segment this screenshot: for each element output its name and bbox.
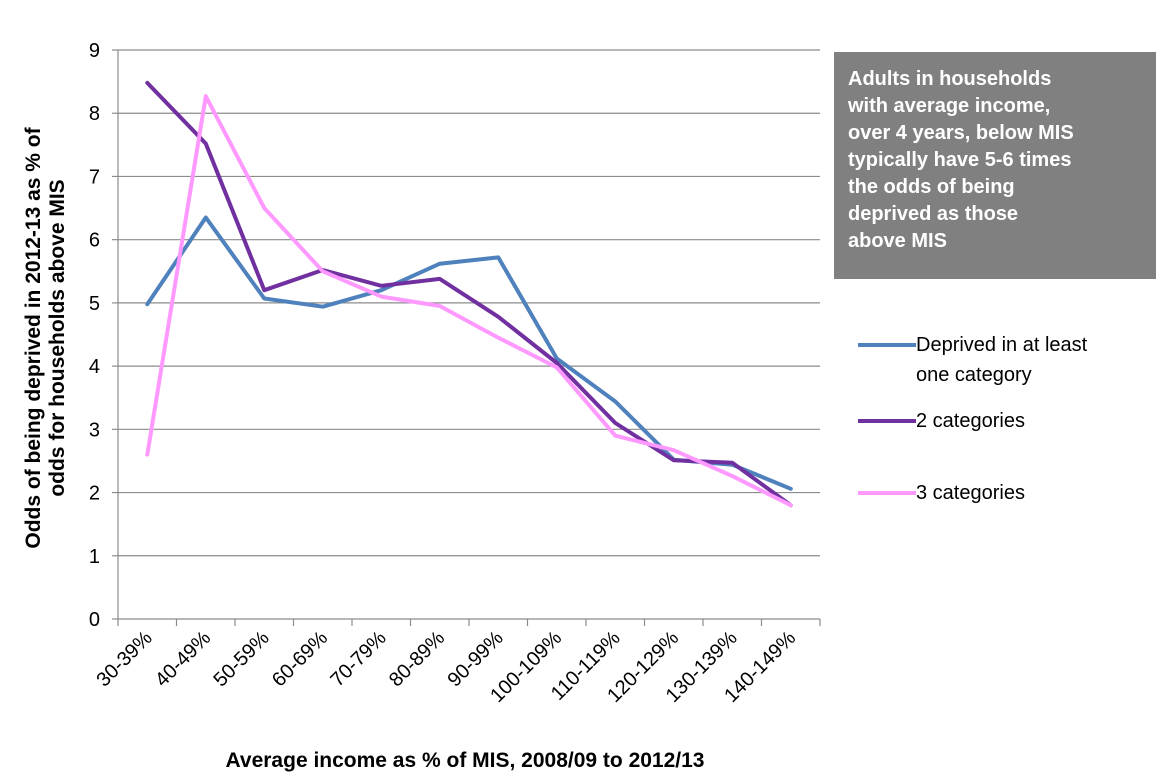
callout-line: above MIS xyxy=(848,230,947,252)
legend-item-3-categories: 3 categories xyxy=(858,478,1152,508)
x-tick-label: 60-69% xyxy=(268,627,332,691)
y-tick-label: 3 xyxy=(89,419,100,441)
y-tick-label: 2 xyxy=(89,483,100,505)
y-tick-label: 7 xyxy=(89,166,100,188)
x-tick-label: 40-49% xyxy=(151,627,215,691)
y-axis-title-line-1: Odds of being deprived in 2012-13 as % o… xyxy=(22,126,45,548)
y-tick-label: 4 xyxy=(89,356,100,378)
legend-item-2-categories: 2 categories xyxy=(858,406,1152,436)
series-line-1 xyxy=(145,215,793,491)
series-lines xyxy=(145,80,793,508)
legend-item-deprived-one-category: Deprived in at least one category xyxy=(858,330,1152,390)
y-tick-labels: 0 1 2 3 4 5 6 7 8 9 xyxy=(89,40,100,631)
callout-line: the odds of being xyxy=(848,176,1015,198)
x-tick-label: 80-89% xyxy=(385,627,449,691)
legend-label-line: Deprived in at least xyxy=(916,334,1088,356)
x-tick-label: 30-39% xyxy=(92,627,156,691)
callout-line: Adults in households xyxy=(848,68,1052,90)
legend-label-line: 3 categories xyxy=(916,482,1025,504)
legend-label: Deprived in at least one category xyxy=(916,330,1152,390)
legend-label: 3 categories xyxy=(916,478,1152,508)
y-tick-label: 0 xyxy=(89,609,100,631)
legend-label-line: 2 categories xyxy=(916,410,1025,432)
legend-swatch xyxy=(858,491,916,495)
series-line-3 xyxy=(145,94,793,508)
callout-line: typically have 5-6 times xyxy=(848,149,1072,171)
y-axis-title: Odds of being deprived in 2012-13 as % o… xyxy=(22,126,69,548)
legend-label: 2 categories xyxy=(916,406,1152,436)
grid-lines xyxy=(118,49,820,557)
legend-swatch xyxy=(858,419,916,423)
y-tick-label: 6 xyxy=(89,230,100,252)
legend-label-line: one category xyxy=(916,364,1032,386)
y-tick-label: 9 xyxy=(89,40,100,62)
x-tick-labels: 30-39%40-49%50-59%60-69%70-79%80-89%90-9… xyxy=(92,627,800,707)
x-tick-label: 70-79% xyxy=(326,627,390,691)
axes xyxy=(112,49,821,626)
y-tick-label: 5 xyxy=(89,293,100,315)
callout-line: over 4 years, below MIS xyxy=(848,122,1074,144)
y-tick-label: 1 xyxy=(89,546,100,568)
callout-line: with average income, xyxy=(848,95,1051,117)
x-axis-title: Average income as % of MIS, 2008/09 to 2… xyxy=(226,749,705,772)
legend-swatch xyxy=(858,343,916,347)
y-axis-title-line-2: odds for households above MIS xyxy=(46,179,69,496)
series-line-2 xyxy=(145,80,793,508)
callout-line: deprived as those xyxy=(848,203,1019,225)
x-tick-label: 50-59% xyxy=(209,627,273,691)
y-tick-label: 8 xyxy=(89,103,100,125)
callout-box: Adults in households with average income… xyxy=(834,52,1156,279)
